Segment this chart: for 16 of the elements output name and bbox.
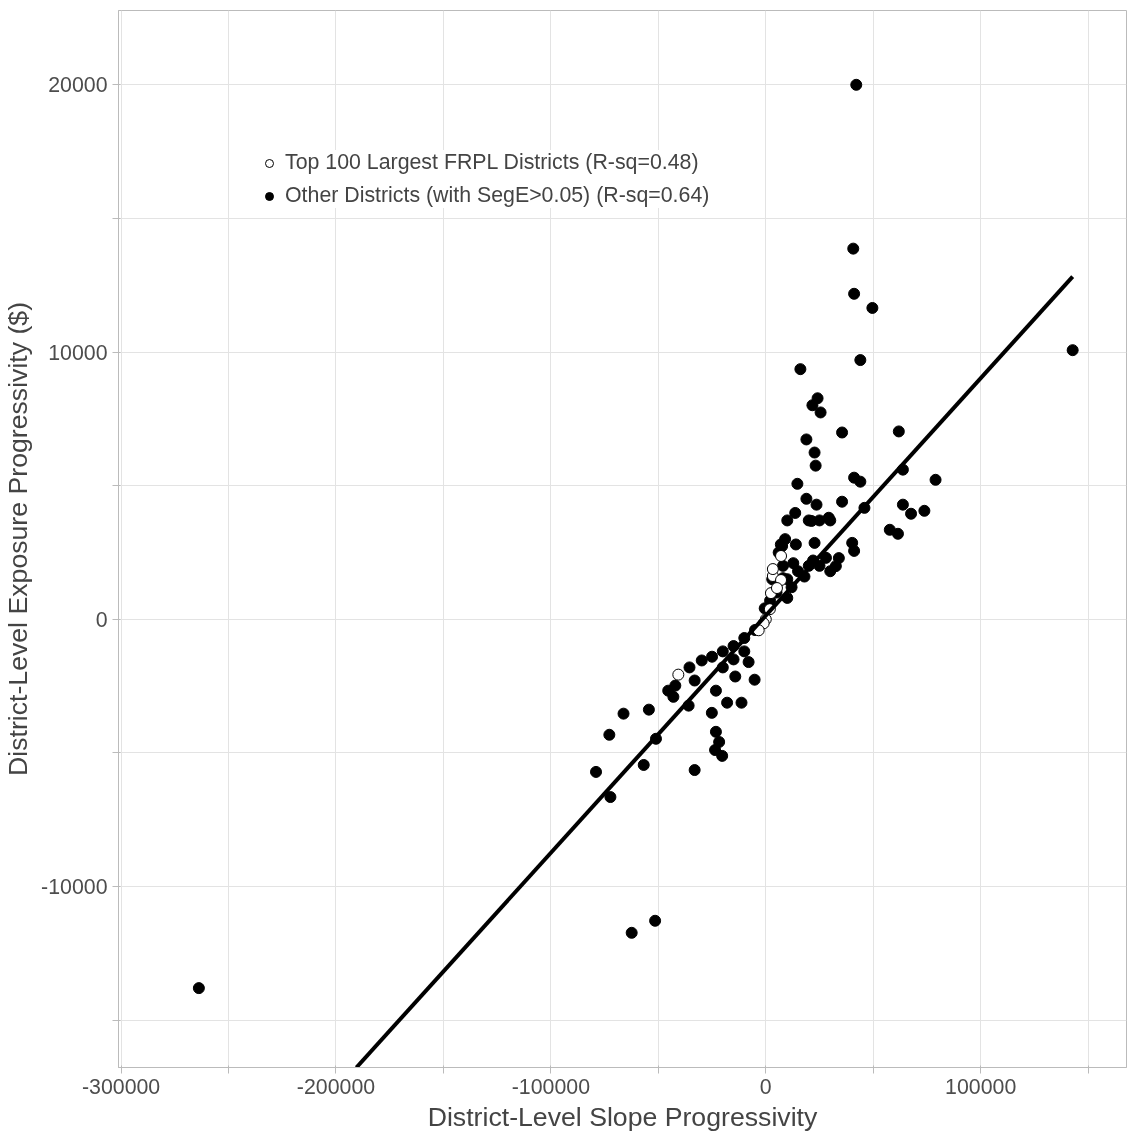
x-axis-title: District-Level Slope Progressivity: [427, 1101, 818, 1132]
y-tick-label: 0: [95, 607, 108, 632]
x-tick-label: -100000: [511, 1074, 591, 1099]
y-tick-label: 10000: [48, 340, 108, 365]
x-tick-label: 0: [759, 1074, 772, 1099]
y-axis-title: District-Level Exposure Progressivity ($): [3, 301, 34, 777]
point: [766, 563, 779, 576]
x-tick-label: -300000: [81, 1074, 161, 1099]
legend-label: Other Districts (with SegE>0.05) (R-sq=0.64): [285, 183, 710, 208]
point: [672, 668, 685, 681]
y-tick-label: -10000: [41, 875, 108, 900]
x-tick-label: -200000: [296, 1074, 376, 1099]
y-tick-label: 20000: [48, 73, 108, 98]
point: [770, 582, 783, 595]
x-tick-label: 100000: [945, 1074, 1017, 1099]
legend-label: Top 100 Largest FRPL Districts (R-sq=0.48): [285, 150, 699, 175]
